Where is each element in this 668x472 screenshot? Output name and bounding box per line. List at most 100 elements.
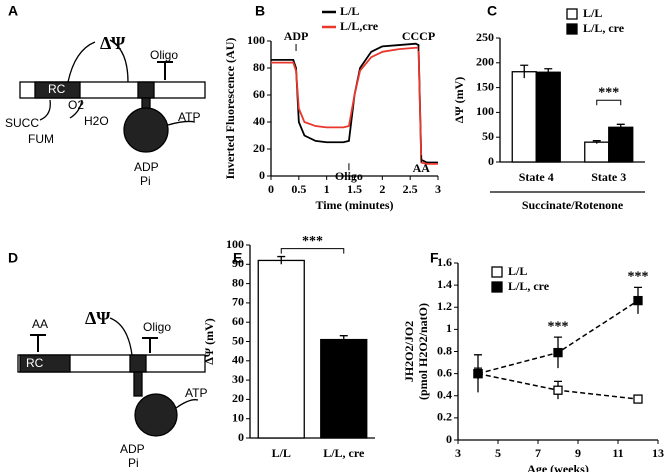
x-tick-label: 5 xyxy=(495,446,501,460)
point xyxy=(473,368,483,379)
label: Oligo xyxy=(143,320,171,334)
label: H2O xyxy=(84,114,109,128)
annotation: CCCP xyxy=(402,29,435,43)
y-tick-label: 0.8 xyxy=(437,343,452,357)
y-tick-label: 100 xyxy=(476,104,494,118)
series-line xyxy=(271,42,438,164)
label: Pi xyxy=(140,174,151,188)
y-tick-label: 0 xyxy=(488,154,494,168)
bar xyxy=(257,259,305,439)
inhibitor-bar xyxy=(142,337,158,353)
error-bar xyxy=(616,123,625,131)
y-tick-label: 100 xyxy=(226,237,244,251)
y-tick-label: 40 xyxy=(232,353,244,367)
label: RC xyxy=(48,82,66,96)
arrow xyxy=(69,99,83,119)
y-tick-label: 1 xyxy=(446,321,452,335)
y-tick-label: 90 xyxy=(232,256,244,270)
significance: *** xyxy=(598,86,619,101)
x-tick-label: 2.5 xyxy=(403,182,418,196)
atp-synthase-stalk xyxy=(133,371,143,397)
annotation: ADP xyxy=(284,29,309,43)
x-tick-label: 0 xyxy=(268,182,274,196)
y-tick-label: 0.4 xyxy=(437,388,452,402)
y-tick-label: 50 xyxy=(232,333,244,347)
arrow xyxy=(39,99,51,121)
legend-label: L/L, cre xyxy=(508,279,550,293)
panel-letter: E xyxy=(233,250,242,266)
y-tick-label: 40 xyxy=(253,114,265,128)
x-tick-label: 1.5 xyxy=(347,182,362,196)
y-tick-label: 30 xyxy=(232,372,244,386)
y-tick-label: 80 xyxy=(253,60,265,74)
label: ATP xyxy=(178,110,200,124)
inhibitor-bar xyxy=(30,334,46,352)
inhibitor-bar xyxy=(157,61,173,80)
y-axis-label: JH2O2/JO2 xyxy=(402,321,416,382)
arrow xyxy=(175,399,199,409)
significance-bracket xyxy=(280,248,345,254)
y-tick-label: 0.2 xyxy=(437,410,452,424)
x-tick-label: State 3 xyxy=(591,170,626,184)
significance: *** xyxy=(548,319,569,334)
error-bar xyxy=(544,68,553,76)
label: ΔΨ xyxy=(85,308,110,328)
y-tick-label: 150 xyxy=(476,79,494,93)
bar xyxy=(511,71,537,163)
legend-label: L/L, cre xyxy=(583,21,625,35)
label: Pi xyxy=(128,456,139,470)
panel-letter: F xyxy=(430,250,439,266)
y-axis-label: (pmol H2O2/natO) xyxy=(416,303,430,400)
label: ATP xyxy=(185,386,207,400)
panel-letter: C xyxy=(487,3,497,19)
y-tick-label: 250 xyxy=(476,30,494,44)
atp-synthase-stalk xyxy=(137,81,155,99)
legend-label: L/L xyxy=(508,264,527,278)
x-tick-label: 0.5 xyxy=(291,182,306,196)
x-tick-label: 11 xyxy=(612,446,623,460)
label: SUCC xyxy=(5,116,39,130)
y-axis-label: ΔΨ (mV) xyxy=(452,77,466,124)
arrow xyxy=(109,317,133,356)
x-tick-label: State 4 xyxy=(519,170,554,184)
atp-synthase-stalk xyxy=(129,354,147,373)
x-tick-label: L/L xyxy=(272,446,291,460)
error-bar xyxy=(592,140,601,144)
significance-bracket xyxy=(596,99,622,106)
annotation: Oligo xyxy=(335,169,363,183)
x-tick-label: 7 xyxy=(535,446,541,460)
label: FUM xyxy=(28,132,54,146)
x-tick-label: L/L, cre xyxy=(323,446,365,460)
y-tick-label: 0 xyxy=(259,168,265,182)
series-line xyxy=(271,46,438,165)
error-bar xyxy=(520,64,529,79)
error-bar xyxy=(277,255,286,265)
panel-letter: B xyxy=(255,3,265,19)
arrow xyxy=(109,39,129,83)
arrow xyxy=(167,120,196,126)
atp-synthase-head xyxy=(134,393,178,437)
y-tick-label: 20 xyxy=(253,141,265,155)
label: AA xyxy=(32,317,48,331)
x-tick-label: 3 xyxy=(435,182,441,196)
legend-label: L/L xyxy=(340,4,359,18)
bar xyxy=(608,126,634,163)
y-tick-label: 0.6 xyxy=(437,365,452,379)
legend-swatch xyxy=(491,281,503,293)
diagram-d xyxy=(17,317,206,437)
y-tick-label: 60 xyxy=(253,87,265,101)
y-tick-label: 0 xyxy=(446,432,452,446)
atp-synthase-head xyxy=(123,107,169,153)
y-tick-label: 60 xyxy=(232,314,244,328)
bar xyxy=(535,71,561,163)
y-tick-label: 1.6 xyxy=(437,255,452,269)
y-tick-label: 1.2 xyxy=(437,299,452,313)
legend-swatch xyxy=(566,23,578,35)
point xyxy=(553,347,563,358)
significance: *** xyxy=(628,270,649,285)
bar xyxy=(584,141,610,163)
y-tick-label: 200 xyxy=(476,55,494,69)
y-tick-label: 50 xyxy=(482,129,494,143)
respiratory-complex xyxy=(34,81,81,99)
